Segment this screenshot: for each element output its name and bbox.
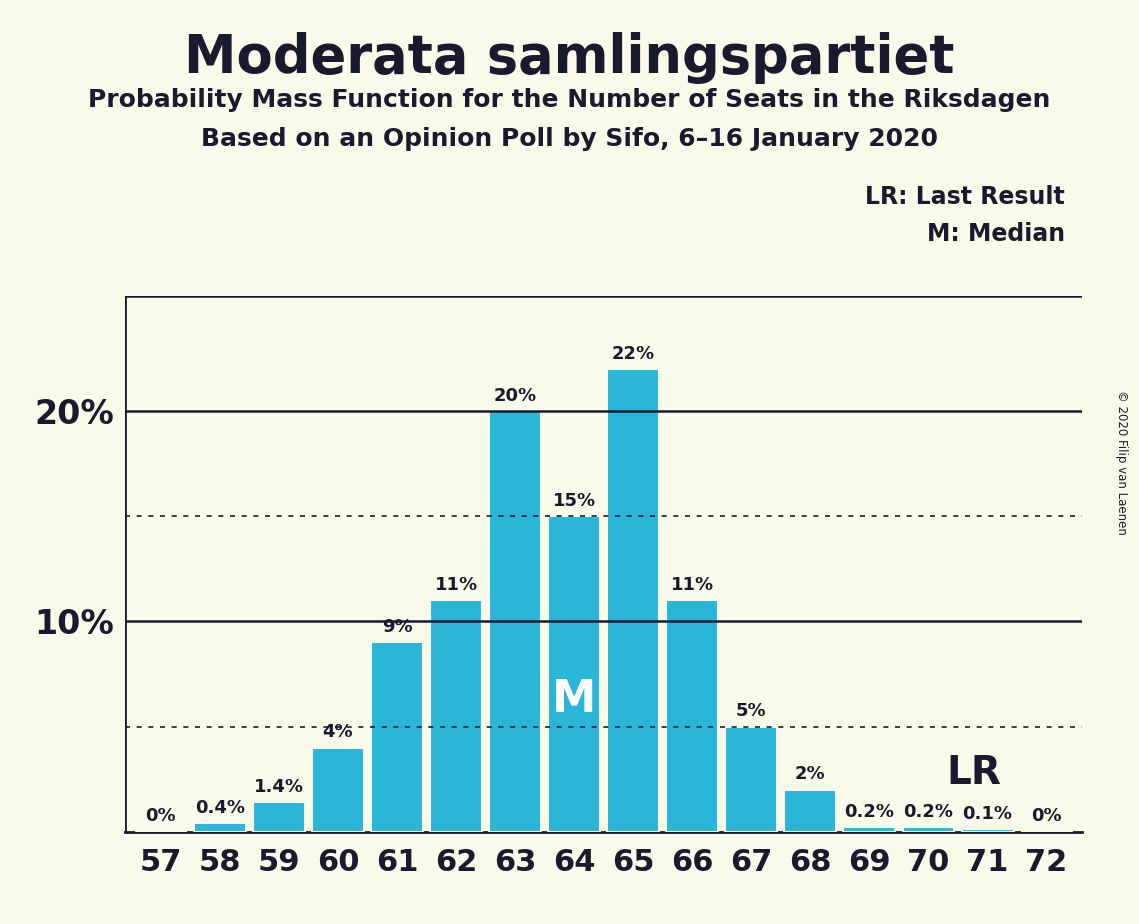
Bar bbox=[548, 517, 600, 832]
Text: Based on an Opinion Poll by Sifo, 6–16 January 2020: Based on an Opinion Poll by Sifo, 6–16 J… bbox=[200, 127, 939, 151]
Text: 0.4%: 0.4% bbox=[195, 799, 245, 817]
Bar bbox=[785, 790, 836, 832]
Bar bbox=[902, 827, 954, 832]
Bar bbox=[726, 726, 777, 832]
Text: 0.2%: 0.2% bbox=[844, 803, 894, 821]
Text: © 2020 Filip van Laenen: © 2020 Filip van Laenen bbox=[1115, 390, 1129, 534]
Text: M: Median: M: Median bbox=[927, 222, 1065, 246]
Bar bbox=[371, 642, 423, 832]
Text: 1.4%: 1.4% bbox=[254, 778, 304, 796]
Text: 11%: 11% bbox=[434, 576, 477, 594]
Bar bbox=[666, 601, 719, 832]
Text: 2%: 2% bbox=[795, 765, 826, 784]
Text: 5%: 5% bbox=[736, 702, 767, 720]
Text: 0%: 0% bbox=[1031, 808, 1062, 825]
Text: Probability Mass Function for the Number of Seats in the Riksdagen: Probability Mass Function for the Number… bbox=[89, 88, 1050, 112]
Bar bbox=[607, 370, 659, 832]
Text: 0.2%: 0.2% bbox=[903, 803, 953, 821]
Bar bbox=[253, 802, 305, 832]
Bar bbox=[489, 411, 541, 832]
Text: 4%: 4% bbox=[322, 723, 353, 741]
Bar bbox=[312, 748, 363, 832]
Bar bbox=[961, 830, 1014, 832]
Text: 15%: 15% bbox=[552, 492, 596, 510]
Bar bbox=[844, 827, 895, 832]
Text: LR: LR bbox=[947, 754, 1001, 792]
Text: 22%: 22% bbox=[612, 345, 655, 363]
Text: 0%: 0% bbox=[146, 808, 177, 825]
Text: 11%: 11% bbox=[671, 576, 714, 594]
Text: 0.1%: 0.1% bbox=[962, 805, 1013, 823]
Text: 20%: 20% bbox=[493, 387, 536, 405]
Text: Moderata samlingspartiet: Moderata samlingspartiet bbox=[185, 32, 954, 84]
Text: M: M bbox=[552, 677, 597, 721]
Bar bbox=[194, 823, 246, 832]
Text: LR: Last Result: LR: Last Result bbox=[866, 185, 1065, 209]
Bar bbox=[431, 601, 482, 832]
Text: 9%: 9% bbox=[382, 618, 412, 636]
